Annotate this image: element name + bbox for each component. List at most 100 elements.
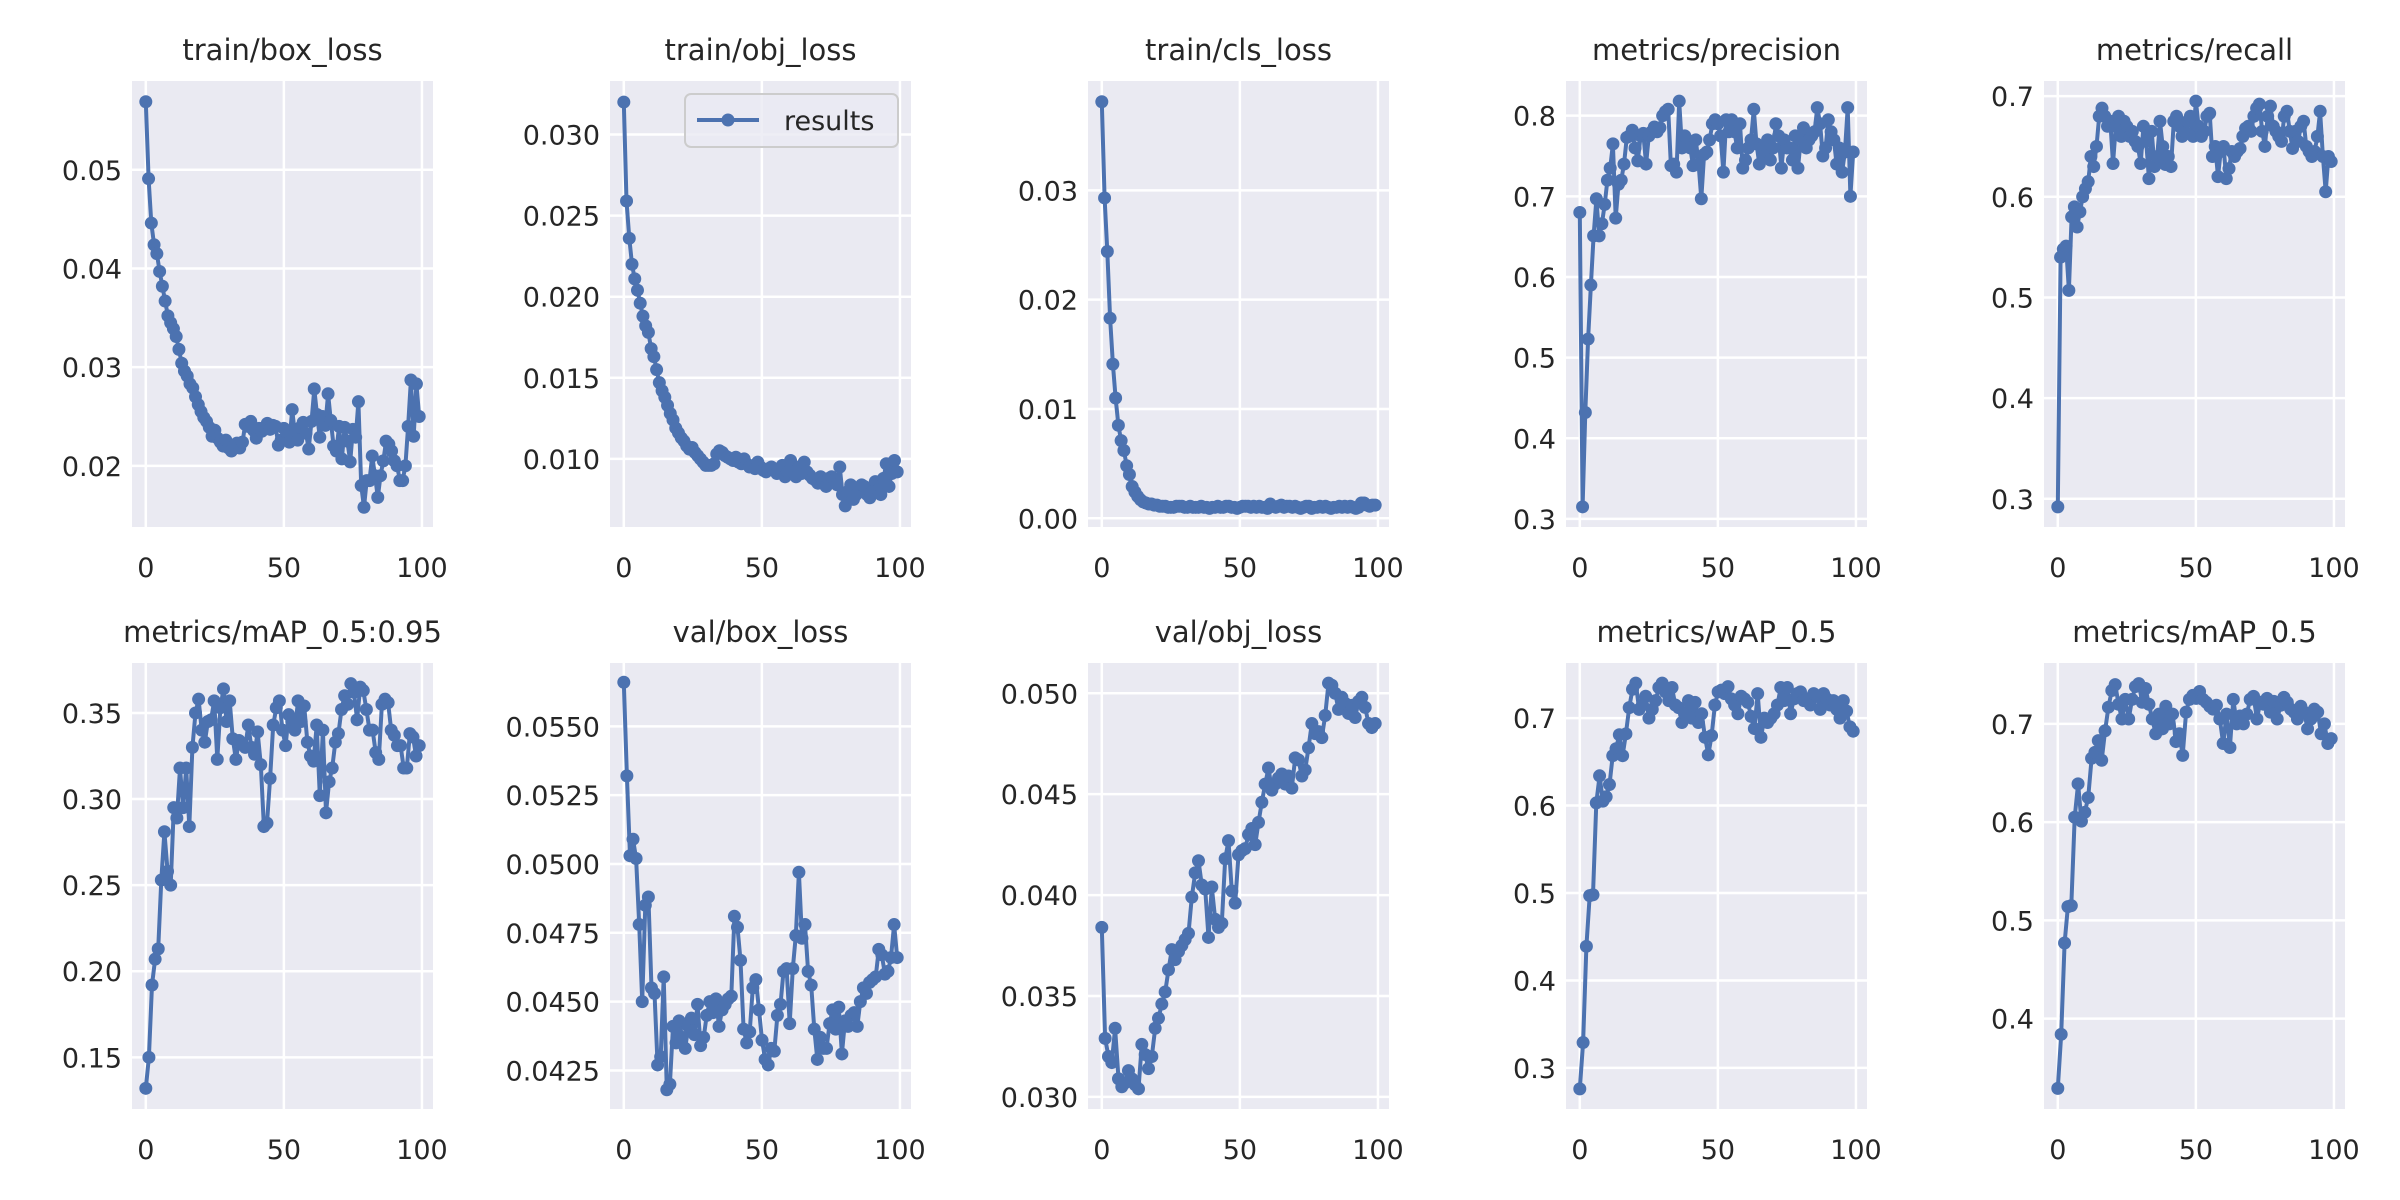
- data-point: [2170, 109, 2184, 123]
- data-point: [641, 890, 655, 904]
- data-point: [2244, 124, 2258, 138]
- data-point: [169, 330, 183, 344]
- data-point: [2108, 678, 2122, 692]
- data-point: [1109, 391, 1123, 405]
- y-tick-label: 0.6: [1991, 183, 2034, 214]
- data-point: [2081, 791, 2095, 805]
- data-point: [1665, 680, 1679, 694]
- data-point: [1649, 694, 1663, 708]
- data-point: [632, 918, 646, 932]
- data-point: [1122, 468, 1136, 482]
- subplot-title: val/box_loss: [673, 615, 849, 649]
- data-point: [151, 942, 165, 956]
- x-tick-label: 50: [1223, 553, 1257, 584]
- data-point: [2051, 500, 2065, 514]
- data-point: [2122, 712, 2136, 726]
- data-point: [1368, 717, 1382, 731]
- data-point: [144, 216, 158, 230]
- data-point: [1573, 205, 1587, 219]
- data-point: [1148, 1021, 1162, 1035]
- y-tick-label: 0.04: [62, 254, 122, 285]
- x-tick-label: 100: [1352, 553, 1404, 584]
- x-tick-label: 0: [1571, 1135, 1588, 1166]
- data-point: [351, 395, 365, 409]
- data-point: [752, 1003, 766, 1017]
- data-point: [2236, 717, 2250, 731]
- y-tick-label: 0.6: [1513, 263, 1556, 294]
- data-point: [300, 735, 314, 749]
- axes-background: [2044, 663, 2345, 1109]
- axes-background: [1088, 81, 1389, 527]
- data-point: [2209, 698, 2223, 712]
- data-point: [2087, 160, 2101, 174]
- data-point: [366, 723, 380, 737]
- data-point: [359, 702, 373, 716]
- data-point: [1095, 95, 1109, 109]
- data-point: [1784, 707, 1798, 721]
- data-point: [1225, 884, 1239, 898]
- y-tick-label: 0.30: [62, 785, 122, 816]
- y-tick-label: 0.020: [523, 283, 600, 314]
- subplot-metrics-precision: 0 50 100 0.3 0.4 0.5 0.6 0.7 0.8 metrics/precisio…: [1513, 33, 1882, 584]
- data-point: [325, 761, 339, 775]
- data-point: [749, 973, 763, 987]
- y-tick-label: 0.0550: [506, 712, 600, 743]
- data-point: [189, 706, 203, 720]
- data-point: [663, 1077, 677, 1091]
- data-point: [235, 435, 249, 449]
- data-point: [1201, 930, 1215, 944]
- data-point: [2250, 712, 2264, 726]
- data-point: [400, 761, 414, 775]
- data-point: [734, 953, 748, 967]
- data-point: [1105, 1056, 1119, 1070]
- data-point: [1672, 94, 1686, 108]
- data-point: [2324, 155, 2338, 169]
- data-point: [365, 449, 379, 463]
- data-point: [285, 403, 299, 417]
- data-point: [2172, 727, 2186, 741]
- data-point: [1821, 113, 1835, 127]
- data-point: [1705, 729, 1719, 743]
- data-point: [636, 309, 650, 323]
- data-point: [2142, 697, 2156, 711]
- data-point: [622, 231, 636, 245]
- x-tick-label: 50: [1701, 1135, 1735, 1166]
- data-point: [254, 758, 268, 772]
- data-point: [1600, 173, 1614, 187]
- data-point: [2084, 150, 2098, 164]
- data-point: [1617, 157, 1631, 171]
- data-point: [2270, 712, 2284, 726]
- data-point: [2176, 748, 2190, 762]
- data-point: [2153, 114, 2167, 128]
- data-point: [2106, 157, 2120, 171]
- y-tick-label: 0.02: [1018, 286, 1078, 317]
- y-tick-label: 0.05: [62, 156, 122, 187]
- data-point: [1841, 101, 1855, 115]
- data-point: [1813, 702, 1827, 716]
- data-point: [887, 918, 901, 932]
- data-point: [2313, 104, 2327, 118]
- data-point: [276, 723, 289, 737]
- data-point: [2189, 94, 2203, 108]
- data-point: [2071, 777, 2085, 791]
- data-point: [2240, 707, 2254, 721]
- data-point: [307, 754, 321, 768]
- x-tick-label: 100: [1830, 553, 1882, 584]
- data-point: [1599, 790, 1613, 804]
- data-point: [198, 735, 212, 749]
- data-point: [248, 747, 262, 761]
- data-point: [770, 1008, 784, 1022]
- data-point: [1700, 145, 1714, 159]
- data-point: [2319, 185, 2333, 199]
- data-point: [1629, 676, 1643, 690]
- data-point: [1616, 749, 1630, 763]
- y-tick-label: 0.15: [62, 1043, 122, 1074]
- data-point: [2098, 724, 2112, 738]
- data-point: [387, 728, 401, 742]
- x-tick-label: 100: [1830, 1135, 1882, 1166]
- y-tick-label: 0.0475: [506, 919, 600, 950]
- data-point: [1135, 1037, 1149, 1051]
- data-point: [1766, 141, 1780, 155]
- data-point: [1622, 701, 1636, 715]
- y-tick-label: 0.040: [1001, 881, 1078, 912]
